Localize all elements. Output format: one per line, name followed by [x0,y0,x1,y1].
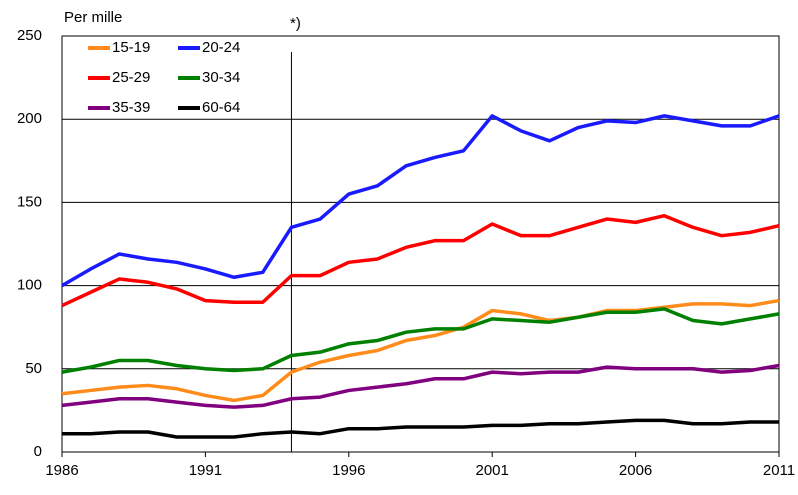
y-tick-label: 200 [17,110,42,127]
series-line [62,418,779,439]
series-line [61,114,780,288]
legend-label: 35-39 [112,99,150,116]
y-axis-label: Per mille [64,9,122,26]
legend-label: 60-64 [202,99,240,116]
x-tick-label: 2011 [763,462,795,479]
x-tick-label: 1996 [332,462,365,479]
y-tick-label: 150 [17,193,42,210]
legend-label: 30-34 [202,69,240,86]
annotation: *) [290,15,301,32]
series-line [61,363,780,409]
x-tick-label: 2006 [619,462,652,479]
y-tick-label: 250 [17,27,42,44]
x-tick-label: 2001 [476,462,509,479]
y-tick-label: 0 [34,443,42,460]
y-tick-label: 50 [25,360,42,377]
series-line [61,213,780,308]
legend-label: 25-29 [112,69,150,86]
legend-label: 15-19 [112,39,150,56]
x-tick-label: 1991 [189,462,222,479]
legend-label: 20-24 [202,39,240,56]
y-tick-label: 100 [17,277,42,294]
series-line [61,307,780,374]
x-tick-label: 1986 [45,462,78,479]
series-line [61,298,780,403]
